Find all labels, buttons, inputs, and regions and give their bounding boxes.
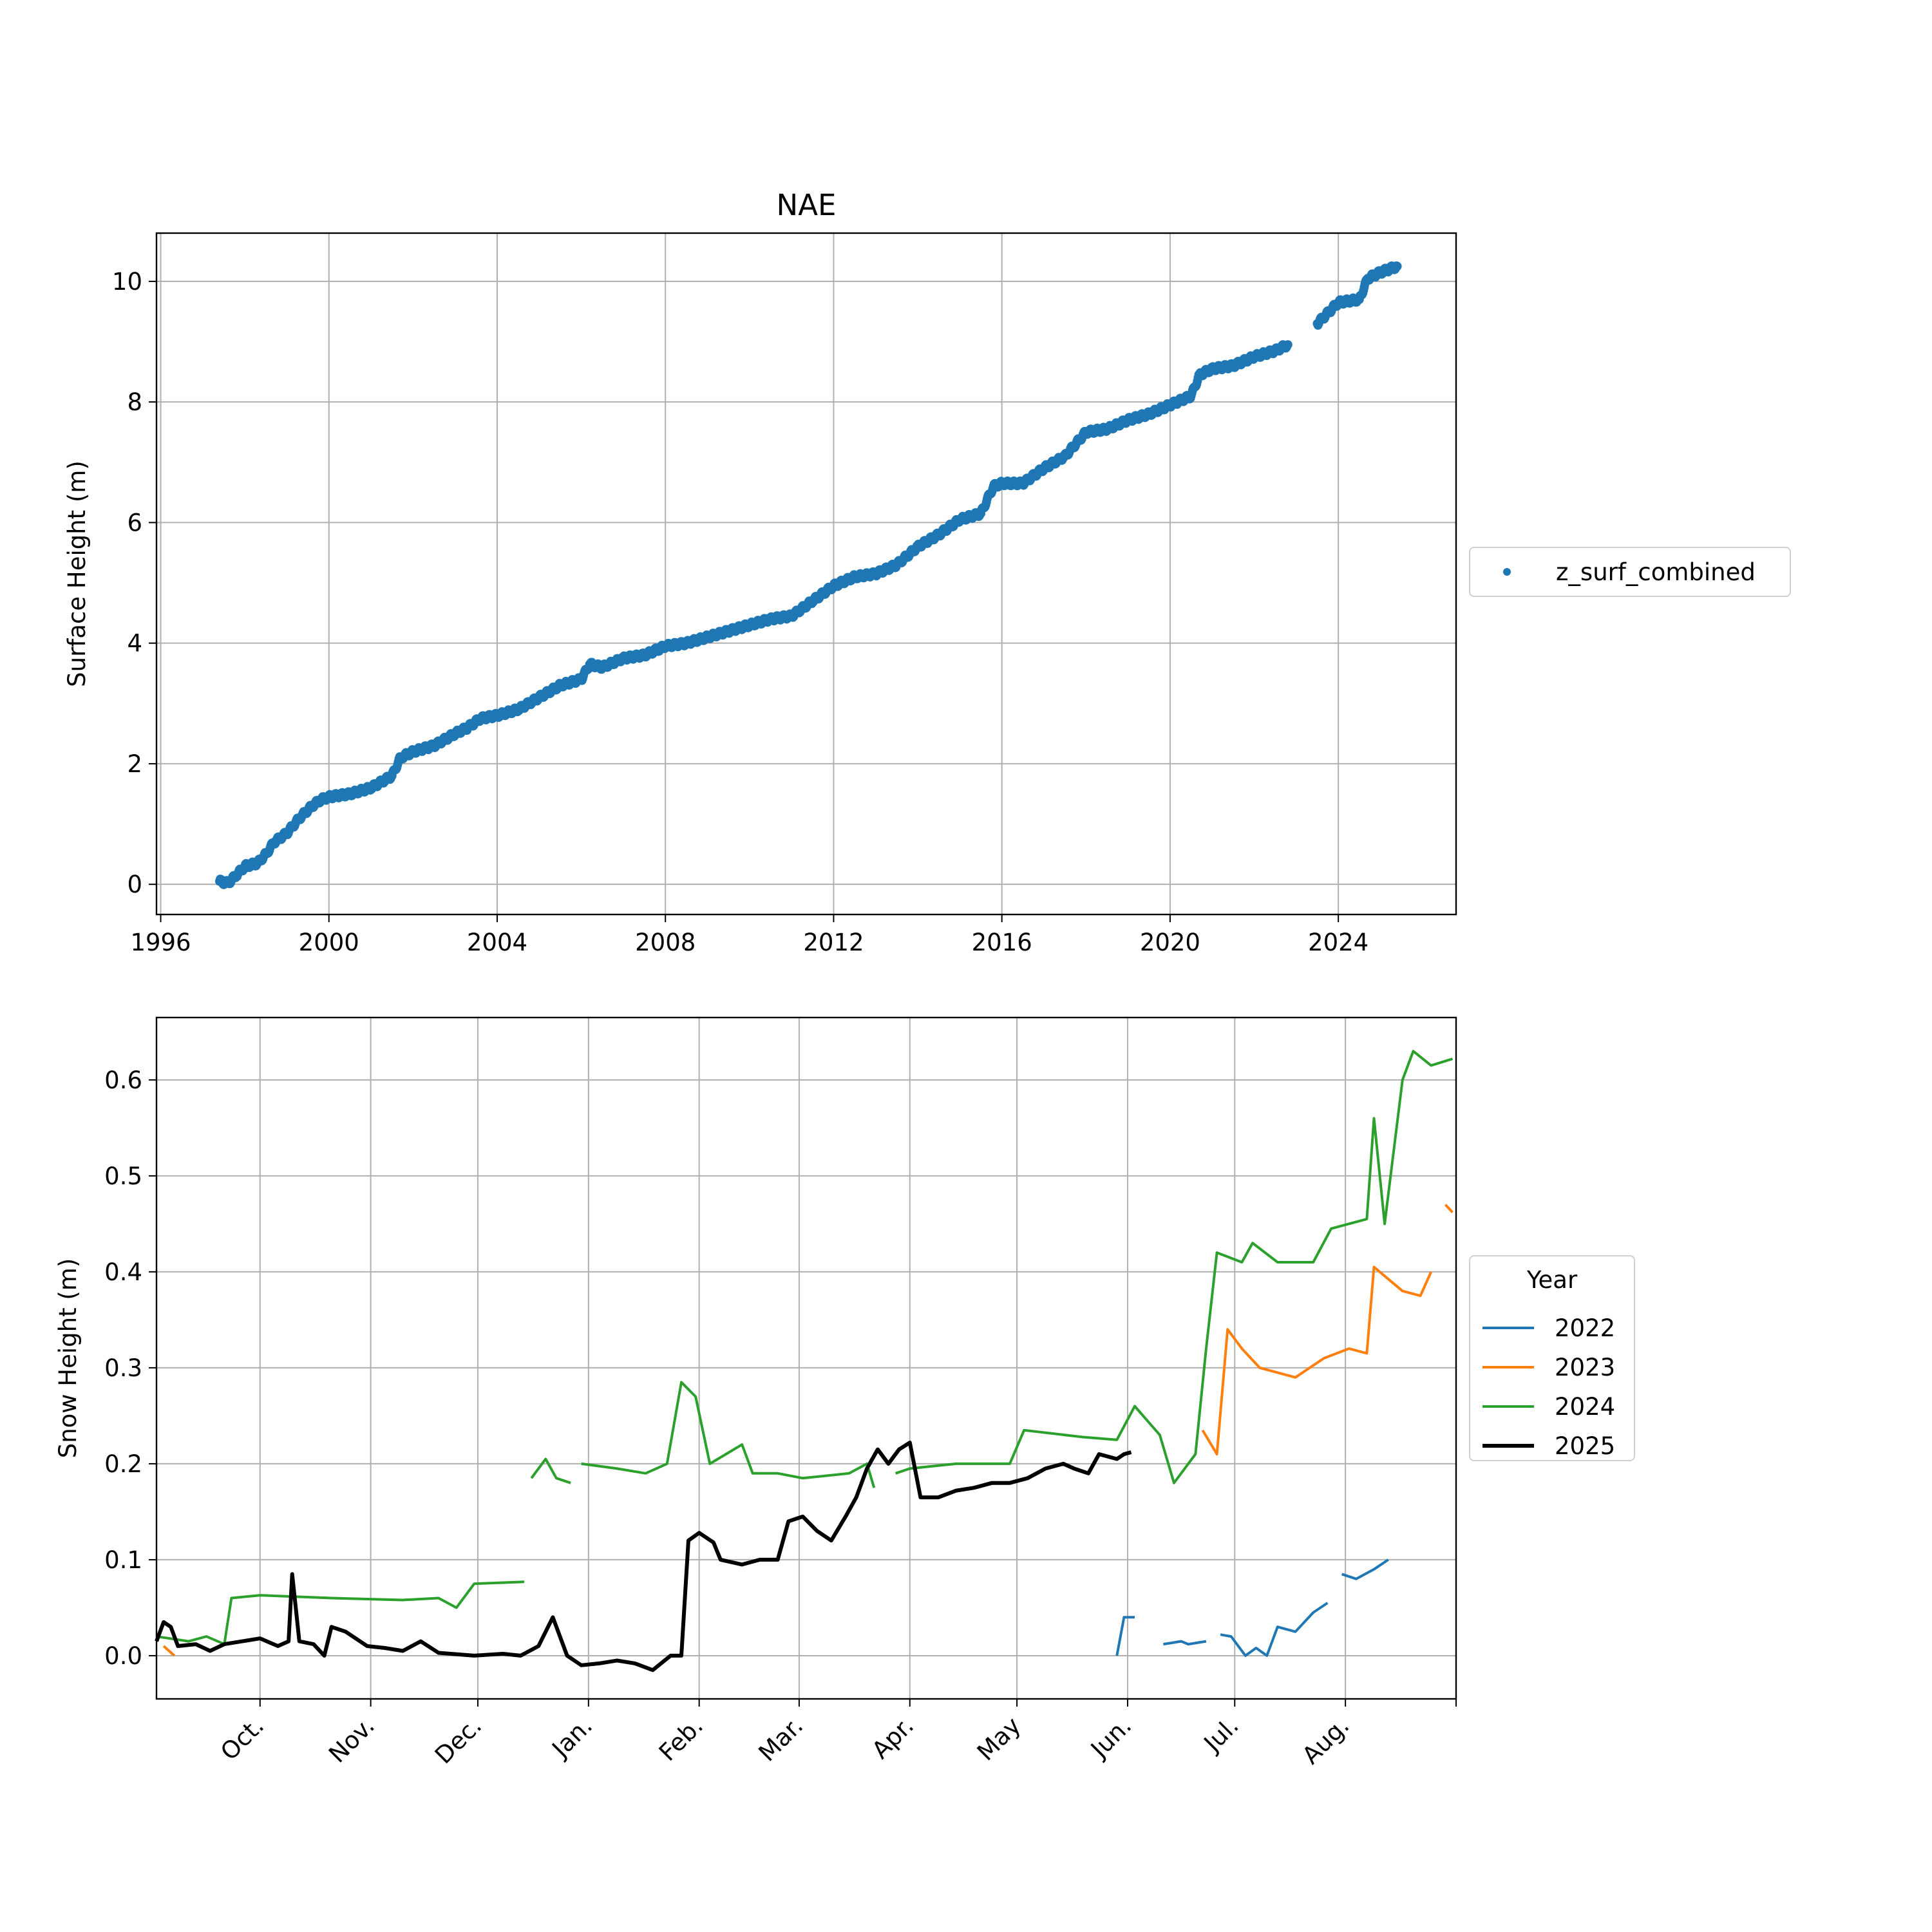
data-point: [1283, 340, 1293, 350]
series-line-2024: [895, 1050, 1454, 1484]
x-tick-label-1996: 1996: [130, 929, 191, 956]
x-tick-label-aug: Aug.: [1297, 1712, 1355, 1770]
series-line-2024: [581, 1381, 876, 1488]
series-line-2023: [162, 1645, 176, 1657]
legend-label-2023: 2023: [1555, 1354, 1615, 1381]
x-tick-label-2000: 2000: [299, 929, 359, 956]
x-tick-label-dec: Dec.: [430, 1712, 487, 1769]
top-legend: z_surf_combined: [1469, 547, 1791, 597]
series-line-2025: [155, 1441, 1132, 1672]
x-tick-label-2008: 2008: [635, 929, 696, 956]
series-line-2024: [530, 1457, 571, 1484]
bottom-legend: Year 2022 2023 2024 2025: [1469, 1255, 1635, 1461]
x-tick-label-2012: 2012: [803, 929, 864, 956]
bottom-legend-box: [1469, 1255, 1635, 1461]
y-tick-label-0-6: 0.6: [104, 1066, 142, 1094]
snow-height-panel: Oct. Nov. Dec. Jan. Feb. Mar. Apr. May Jun. Jul. A…: [54, 1016, 1635, 1770]
x-tick-label-jan: Jan.: [546, 1712, 598, 1763]
legend-marker-z-surf-combined: [1503, 568, 1511, 576]
top-plot-frame: [155, 232, 1457, 916]
x-tick-label-oct: Oct.: [215, 1712, 269, 1766]
x-tick-label-may: May: [972, 1712, 1026, 1766]
data-point: [1392, 261, 1402, 271]
y-tick-label-0-2: 0.2: [104, 1450, 142, 1478]
y-tick-label-6: 6: [127, 509, 142, 536]
series-line-2024: [156, 1580, 525, 1646]
top-legend-box: [1469, 547, 1791, 597]
x-tick-label-nov: Nov.: [323, 1712, 380, 1768]
y-tick-label-2: 2: [127, 750, 142, 778]
y-tick-label-4: 4: [127, 630, 142, 658]
x-tick-label-feb: Feb.: [654, 1712, 708, 1766]
bottom-plot-frame: [155, 1016, 1457, 1700]
y-axis-label-surface-height: Surface Height (m): [63, 460, 91, 687]
snow-height-series: [155, 1050, 1454, 1672]
y-tick-label-0: 0: [127, 871, 142, 898]
y-tick-label-0-4: 0.4: [104, 1258, 142, 1286]
x-tick-label-2016: 2016: [972, 929, 1032, 956]
z-surf-combined-series: [214, 261, 1402, 889]
x-tick-label-2024: 2024: [1308, 929, 1368, 956]
x-tick-label-mar: Mar.: [753, 1712, 809, 1767]
surface-height-panel: NAE 1996 2000 2004 2008 2012 2016 2020 2024 0 2 4 6…: [63, 188, 1791, 956]
y-axis-label-snow-height: Snow Height (m): [54, 1258, 82, 1459]
legend-label-2025: 2025: [1555, 1432, 1615, 1460]
legend-label-2024: 2024: [1555, 1393, 1615, 1421]
series-line-2022: [1163, 1640, 1207, 1646]
legend-label-2022: 2022: [1555, 1314, 1615, 1342]
y-tick-label-0-3: 0.3: [104, 1354, 142, 1382]
y-tick-label-10: 10: [112, 268, 142, 296]
legend-title-year: Year: [1526, 1266, 1578, 1294]
y-tick-label-0-0: 0.0: [104, 1642, 142, 1670]
top-ticks: 1996 2000 2004 2008 2012 2016 2020 2024 0 2 4 6 8 10: [112, 268, 1368, 956]
series-line-2023: [1444, 1204, 1454, 1213]
legend-label-z-surf-combined: z_surf_combined: [1556, 558, 1756, 586]
series-line-2022: [1220, 1602, 1329, 1657]
bottom-grid: [156, 1018, 1456, 1699]
x-tick-label-2020: 2020: [1140, 929, 1200, 956]
series-line-2023: [1201, 1265, 1433, 1455]
top-grid: [156, 233, 1456, 914]
x-tick-label-apr: Apr.: [867, 1712, 920, 1765]
y-tick-label-0-5: 0.5: [104, 1162, 142, 1190]
series-line-2022: [1115, 1616, 1135, 1656]
legend-entries: 2022 2023 2024 2025: [1482, 1314, 1615, 1460]
bottom-ticks: Oct. Nov. Dec. Jan. Feb. Mar. Apr. May Jun. Jul. A…: [104, 1066, 1457, 1770]
chart-title: NAE: [777, 188, 837, 222]
y-tick-label-0-1: 0.1: [104, 1546, 142, 1574]
x-tick-label-jul: Jul.: [1198, 1712, 1244, 1758]
x-tick-label-jun: Jun.: [1084, 1712, 1137, 1764]
y-tick-label-8: 8: [127, 388, 142, 416]
x-tick-label-2004: 2004: [467, 929, 527, 956]
series-line-2022: [1341, 1558, 1389, 1580]
